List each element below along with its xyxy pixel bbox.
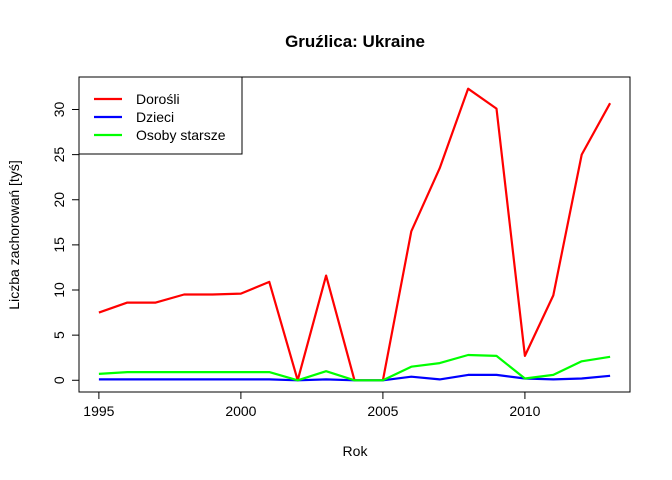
- legend-label: Osoby starsze: [136, 127, 226, 143]
- legend-box: [78, 76, 243, 155]
- chart-title: Gruźlica: Ukraine: [285, 32, 425, 51]
- y-tick-label: 5: [51, 331, 67, 339]
- legend: Dorośli Dzieci Osoby starsze: [78, 76, 243, 155]
- y-tick-label: 0: [51, 376, 67, 384]
- x-axis: 1995 2000 2005 2010: [83, 391, 541, 419]
- y-tick-label: 10: [51, 282, 67, 298]
- y-axis-label: Liczba zachorowań [tyś]: [6, 160, 22, 309]
- series-line: [98, 353, 611, 382]
- legend-items: Dorośli Dzieci Osoby starsze: [94, 91, 226, 143]
- x-tick-label: 1995: [83, 403, 114, 419]
- y-tick-label: 15: [51, 237, 67, 253]
- x-tick-label: 2000: [225, 403, 256, 419]
- x-tick-label: 2010: [509, 403, 540, 419]
- x-tick-label: 2005: [367, 403, 398, 419]
- x-axis-label: Rok: [343, 443, 369, 459]
- legend-label: Dzieci: [136, 109, 174, 125]
- y-axis: 0 5 10 15 20 25 30: [51, 101, 80, 384]
- series-lines: [98, 87, 612, 382]
- legend-label: Dorośli: [136, 91, 180, 107]
- y-tick-label: 25: [51, 147, 67, 163]
- y-tick-label: 30: [51, 101, 67, 117]
- y-tick-label: 20: [51, 192, 67, 208]
